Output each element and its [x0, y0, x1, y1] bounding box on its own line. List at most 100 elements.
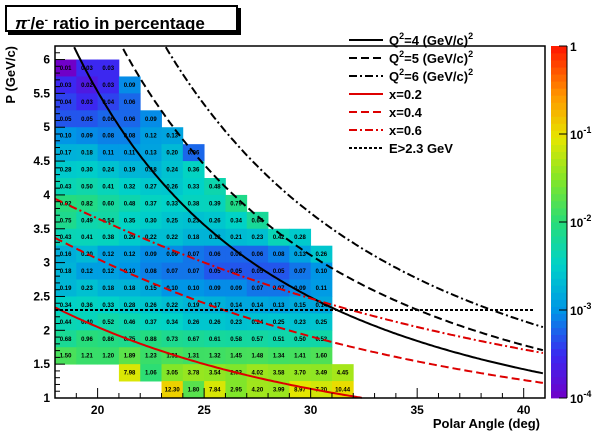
heatmap-cell	[268, 364, 290, 382]
cell-value-label: 0.05	[209, 269, 221, 275]
cell-value-label: 0.03	[81, 66, 93, 72]
y-axis: 1 1.5 2 2.5 3 3.5 4 4.5 5 5.5 6	[33, 45, 65, 405]
cell-value-label: 0.03	[102, 83, 114, 89]
palette-swatch	[551, 369, 567, 378]
cell-value-label: 0.23	[188, 218, 200, 224]
cell-value-label: 1.32	[209, 354, 221, 360]
cell-value-label: 0.07	[166, 269, 178, 275]
title-rest: ratio in percentage	[47, 14, 205, 33]
heatmap-cell	[76, 228, 99, 247]
heatmap-cell	[76, 194, 99, 213]
cell-value-label: 0.25	[315, 320, 327, 326]
heatmap-cell	[97, 93, 120, 111]
heatmap-cell	[118, 194, 141, 213]
cell-value-label: 0.28	[294, 235, 306, 241]
cell-value-label: 0.28	[60, 168, 72, 174]
cell-value-label: 0.44	[60, 320, 72, 326]
heatmap-cell	[225, 347, 248, 365]
y-tick-label: 5.5	[33, 86, 50, 100]
heatmap-cell	[161, 161, 184, 179]
cell-value-label: 0.16	[60, 252, 72, 258]
cell-value-label: 0.06	[230, 252, 242, 258]
heatmap-cell	[55, 347, 77, 365]
cell-value-label: 0.09	[230, 286, 242, 292]
heatmap-cell	[182, 381, 205, 399]
cell-value-label: 0.09	[294, 286, 306, 292]
cell-value-label: 0.38	[188, 201, 200, 207]
heatmap-cell	[310, 313, 333, 331]
cell-value-label: 0.18	[209, 235, 221, 241]
palette-swatch	[551, 207, 567, 216]
heatmap-cell	[161, 347, 184, 365]
heatmap-cell	[161, 211, 184, 230]
heatmap-cell	[182, 228, 205, 247]
cell-value-label: 7.84	[209, 388, 221, 394]
heatmap-cell	[204, 262, 226, 280]
palette-swatch	[551, 257, 567, 265]
cell-value-label: 0.42	[273, 235, 285, 241]
heatmap-cell	[204, 381, 226, 399]
heatmap-cell	[246, 330, 269, 348]
cell-value-label: 0.26	[188, 320, 200, 326]
cell-value-label: 0.09	[209, 286, 221, 292]
cell-value-label: 0.05	[81, 117, 93, 123]
cell-value-label: 0.26	[315, 252, 327, 258]
cell-value-label: 1.51	[166, 354, 178, 360]
cell-value-label: 0.88	[145, 337, 157, 343]
palette-swatch	[551, 236, 567, 244]
x-tick-label: 20	[91, 403, 105, 417]
heatmap-cell	[161, 245, 184, 264]
heatmap-cell	[118, 110, 141, 128]
heatmap-cell	[204, 313, 226, 331]
title-sep: /e	[30, 14, 45, 33]
heatmap-cell	[310, 262, 333, 280]
cell-value-label: 2.95	[230, 388, 242, 394]
heatmap-cell	[289, 245, 312, 264]
cell-value-label: 0.10	[166, 286, 178, 292]
cell-value-label: 0.57	[252, 337, 264, 343]
cell-value-label: 0.23	[230, 320, 242, 326]
y-tick-label: 2	[43, 323, 50, 337]
cell-value-label: 0.19	[188, 303, 200, 309]
cell-value-label: 0.37	[145, 320, 157, 326]
heatmap-cell	[97, 161, 120, 179]
heatmap-cell	[97, 76, 120, 94]
cell-value-label: 0.10	[124, 269, 136, 275]
cell-value-label: 0.58	[230, 337, 242, 343]
heatmap-cell	[97, 347, 120, 365]
palette-swatch	[551, 271, 567, 279]
cell-value-label: 0.18	[60, 269, 72, 275]
legend-entry-label: Q2=4 (GeV/c)2	[389, 31, 473, 48]
cell-value-label: 0.08	[124, 134, 136, 140]
palette-swatch	[551, 116, 567, 124]
palette-swatch	[551, 348, 567, 357]
heatmap-cell	[246, 211, 269, 230]
y-axis-label: P (GeV/c)	[3, 46, 18, 104]
palette-swatch	[551, 46, 567, 54]
cell-value-label: 0.24	[166, 168, 178, 174]
cell-value-label: 12.30	[165, 388, 181, 394]
heatmap-cell	[55, 228, 77, 247]
heatmap-cell	[310, 347, 333, 365]
cell-value-label: 0.46	[124, 320, 136, 326]
cell-value-label: 0.10	[60, 134, 72, 140]
heatmap-cell	[289, 347, 312, 365]
cell-value-label: 0.17	[60, 151, 72, 157]
cell-value-label: 0.19	[124, 168, 136, 174]
palette-swatch	[551, 243, 567, 251]
palette-swatch	[551, 179, 567, 188]
heatmap-cell	[140, 211, 162, 230]
heatmap-cell	[289, 313, 312, 331]
legend-entry-label: Q2=6 (GeV/c)2	[389, 67, 473, 84]
cell-value-label: 0.12	[124, 252, 136, 258]
heatmap-cell	[246, 228, 269, 247]
q2-curve	[122, 48, 544, 352]
heatmap-cell	[76, 144, 99, 162]
heatmap-cell	[289, 279, 312, 297]
heatmap-cell	[161, 364, 184, 382]
cell-value-label: 0.36	[188, 168, 200, 174]
palette-swatch	[551, 74, 567, 82]
palette-tick-label: 10-4	[570, 389, 591, 406]
cell-value-label: 0.15	[145, 286, 157, 292]
palette-swatch	[551, 102, 567, 110]
